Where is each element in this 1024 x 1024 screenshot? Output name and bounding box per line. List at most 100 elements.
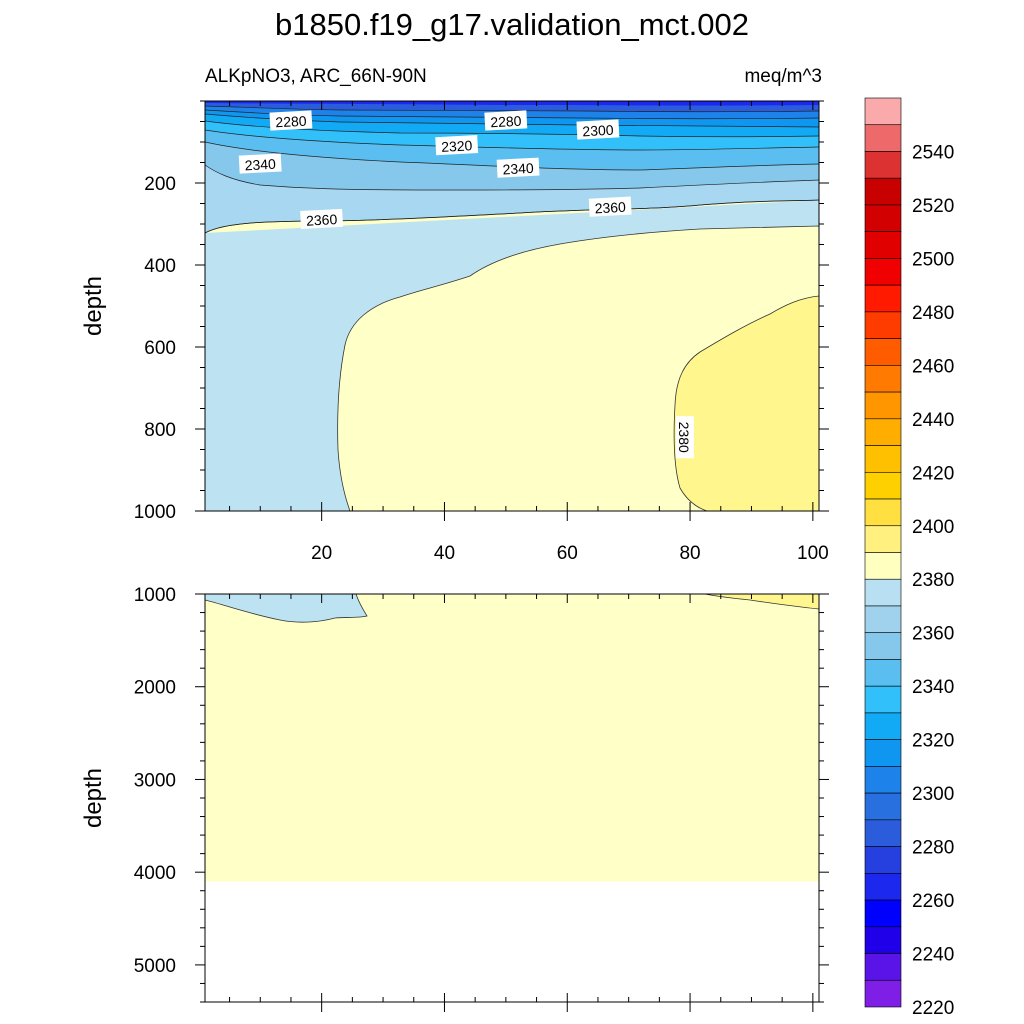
y-tick-label: 400 — [144, 256, 176, 277]
contour-label-text: 2360 — [594, 199, 626, 217]
colorbar-swatch — [864, 284, 902, 313]
contour-label: 2280 — [484, 110, 528, 131]
lower-y-tick-labels: 1000 2000 3000 4000 5000 — [134, 585, 176, 977]
contour-label-box — [496, 157, 540, 178]
contour-label-box — [576, 119, 620, 140]
contour-label-box — [238, 153, 282, 174]
contour-label-text: 2340 — [502, 160, 534, 178]
colorbar-swatch — [864, 258, 902, 286]
contour-label-box — [435, 135, 479, 156]
colorbar-label: 2460 — [912, 356, 954, 377]
y-tick-label: 4000 — [134, 863, 176, 884]
contour-label: 2340 — [496, 157, 540, 178]
upper-ticks — [195, 100, 829, 521]
colorbar-swatch — [864, 899, 902, 928]
contour-label-text: 2340 — [244, 156, 276, 174]
x-tick-label: 100 — [797, 543, 829, 564]
contour-label-text: 2280 — [490, 113, 522, 131]
contour-label-box — [675, 416, 694, 459]
y-tick-label: 2000 — [134, 678, 176, 699]
colorbar-swatch — [864, 97, 902, 126]
subtitle-right: meq/m^3 — [744, 66, 822, 87]
colorbar-swatch — [864, 338, 902, 366]
colorbar-label: 2260 — [912, 891, 954, 912]
colorbar-label: 2380 — [912, 570, 954, 591]
colorbar-swatch — [864, 712, 902, 740]
contour-label: 2360 — [588, 196, 632, 217]
contour-label: 2340 — [238, 153, 282, 174]
contour-label: 2360 — [300, 208, 344, 229]
x-tick-label: 40 — [434, 543, 455, 564]
contour-label-box — [484, 110, 528, 131]
chart-title: b1850.f19_g17.validation_mct.002 — [275, 7, 749, 42]
colorbar-swatch — [864, 846, 902, 874]
colorbar-swatch — [864, 632, 902, 660]
band-2380-2400 — [673, 295, 819, 511]
lower-panel: 1000 2000 3000 4000 5000 depth — [80, 585, 829, 1012]
y-tick-label: 3000 — [134, 770, 176, 791]
lower-ticks — [195, 593, 829, 1012]
upper-y-axis-label: depth — [80, 276, 107, 336]
colorbar-swatch — [864, 685, 902, 714]
colorbar-label: 2320 — [912, 731, 954, 752]
y-tick-label: 1000 — [134, 502, 176, 523]
x-tick-labels: 20 40 60 80 100 — [311, 543, 829, 564]
contour-label-text: 2360 — [306, 211, 338, 229]
colorbar-label: 2240 — [912, 945, 954, 966]
colorbar-swatch — [864, 365, 902, 393]
colorbar-swatch — [864, 766, 902, 794]
band-2380-2400-deep — [704, 594, 819, 610]
colorbar-swatch — [864, 979, 902, 1008]
y-tick-label: 600 — [144, 338, 176, 359]
contour-label: 2280 — [269, 110, 313, 131]
colorbar-swatch — [864, 605, 902, 634]
colorbar-swatch — [864, 445, 902, 473]
contour-label: 2300 — [576, 119, 620, 140]
colorbar-swatch — [864, 498, 902, 527]
colorbar-label: 2280 — [912, 838, 954, 859]
colorbar-swatch — [864, 578, 902, 607]
colorbar-swatch — [864, 124, 902, 152]
contour-label-text: 2280 — [275, 113, 307, 131]
colorbar-swatch — [864, 792, 902, 821]
colorbar-labels: 2540 2520 2500 2480 2460 2440 2420 2400 2380 2360… — [912, 142, 954, 1019]
subtitle-left: ALKpNO3, ARC_66N-90N — [205, 66, 427, 87]
contour-label-box — [300, 208, 344, 229]
upper-contour-fill — [205, 101, 819, 511]
contour-label-box — [588, 196, 632, 217]
colorbar-label: 2520 — [912, 196, 954, 217]
colorbar-swatch — [864, 525, 902, 553]
x-tick-label: 80 — [679, 543, 700, 564]
colorbar-label: 2500 — [912, 249, 954, 270]
colorbar-swatch — [864, 819, 902, 847]
colorbar-swatch — [864, 926, 902, 954]
colorbar-swatch — [864, 953, 902, 981]
contour-label-text: 2380 — [676, 422, 692, 453]
contour-line-2320 — [205, 129, 819, 151]
colorbar-label: 2220 — [912, 998, 954, 1019]
colorbar-swatch — [864, 552, 902, 580]
lower-y-axis-label: depth — [80, 768, 107, 828]
colorbar-swatch — [864, 739, 902, 767]
x-tick-label: 20 — [311, 543, 332, 564]
colorbar-label: 2340 — [912, 677, 954, 698]
band-2360-2380-deep — [205, 594, 819, 882]
contour-label-text: 2320 — [441, 137, 473, 155]
colorbar-label: 2300 — [912, 784, 954, 805]
colorbar-label: 2480 — [912, 303, 954, 324]
contour-label-box — [269, 110, 313, 131]
colorbar-swatch — [864, 391, 902, 420]
y-tick-label: 200 — [144, 174, 176, 195]
colorbar-swatch — [864, 873, 902, 901]
band-2350-2360-deep — [205, 594, 368, 623]
colorbar-swatch — [864, 151, 902, 179]
colorbar-swatch — [864, 177, 902, 206]
colorbar-label: 2400 — [912, 517, 954, 538]
band-2230-2260 — [205, 101, 819, 106]
contour-label: 2320 — [435, 135, 479, 156]
y-tick-label: 5000 — [134, 956, 176, 977]
colorbar-swatch — [864, 659, 902, 687]
contour-label: 2380 — [675, 416, 694, 459]
